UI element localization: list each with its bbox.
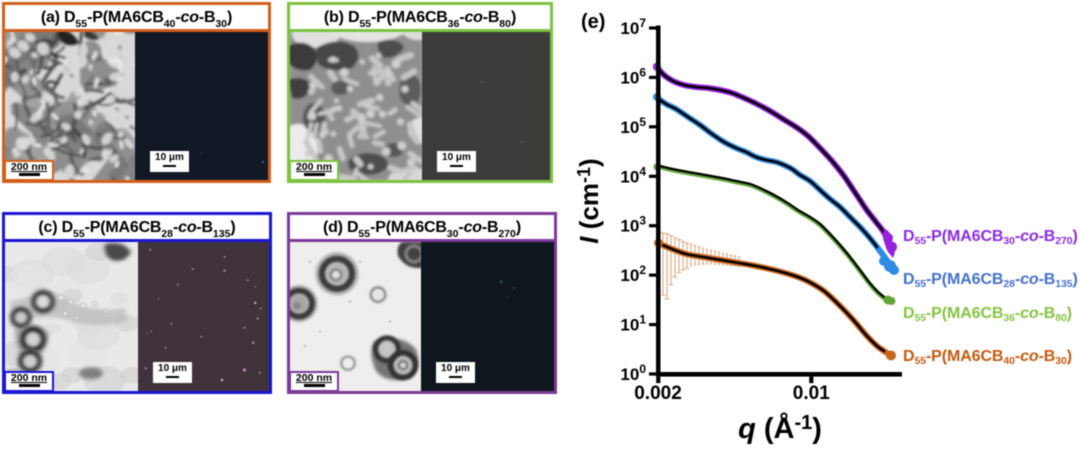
svg-text:I (cm-1): I (cm-1) <box>574 158 604 243</box>
svg-text:101: 101 <box>620 313 646 335</box>
svg-text:103: 103 <box>620 214 646 236</box>
svg-text:0.002: 0.002 <box>634 383 682 404</box>
svg-text:D55-P(MA6CB36-co-B80): D55-P(MA6CB36-co-B80) <box>903 305 1072 324</box>
svg-text:0.01: 0.01 <box>793 383 830 404</box>
svg-text:107: 107 <box>620 16 646 38</box>
svg-text:D55-P(MA6CB30-co-B270): D55-P(MA6CB30-co-B270) <box>903 228 1078 247</box>
svg-text:104: 104 <box>620 164 646 186</box>
svg-text:106: 106 <box>620 65 646 87</box>
svg-text:100: 100 <box>620 362 646 384</box>
svg-text:q (Å-1): q (Å-1) <box>738 412 822 445</box>
svg-text:105: 105 <box>620 115 646 137</box>
svg-text:102: 102 <box>620 263 646 285</box>
svg-text:(e): (e) <box>581 11 605 33</box>
svg-text:D55-P(MA6CB28-co-B135): D55-P(MA6CB28-co-B135) <box>903 271 1078 290</box>
svg-text:D55-P(MA6CB40-co-B30): D55-P(MA6CB40-co-B30) <box>903 348 1072 367</box>
